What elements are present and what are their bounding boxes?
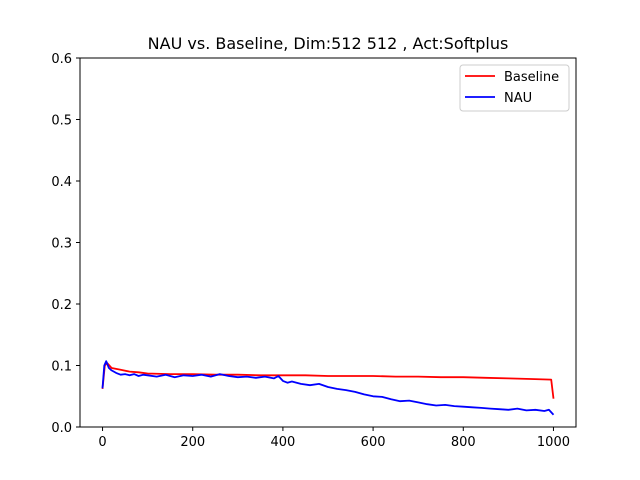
x-tick-label: 0 (98, 435, 106, 450)
y-tick-label: 0.5 (51, 114, 72, 129)
y-tick-label: 0.3 (51, 237, 72, 252)
legend: Baseline NAU (459, 64, 570, 112)
axes-ticks: 0 200 400 600 800 1000 0.0 0.1 0.2 0.3 0.4 0.5 0.6 (51, 52, 570, 450)
plot-area (101, 360, 555, 416)
x-tick-label: 1000 (537, 435, 570, 450)
y-tick-label: 0.6 (51, 52, 72, 67)
axes-frame (79, 57, 577, 428)
x-tick-label: 800 (451, 435, 476, 450)
legend-label-baseline: Baseline (504, 70, 559, 85)
legend-label-nau: NAU (504, 91, 532, 106)
y-tick-label: 0.0 (51, 421, 72, 436)
y-tick-label: 0.2 (51, 298, 72, 313)
x-tick-label: 600 (361, 435, 386, 450)
y-tick-label: 0.1 (51, 360, 72, 375)
y-tick-label: 0.4 (51, 175, 72, 190)
x-tick-label: 200 (180, 435, 205, 450)
x-tick-label: 400 (270, 435, 295, 450)
series-line-nau (101, 360, 555, 416)
series-line-baseline (101, 362, 555, 399)
chart-title: NAU vs. Baseline, Dim:512 512 , Act:Soft… (148, 34, 509, 53)
